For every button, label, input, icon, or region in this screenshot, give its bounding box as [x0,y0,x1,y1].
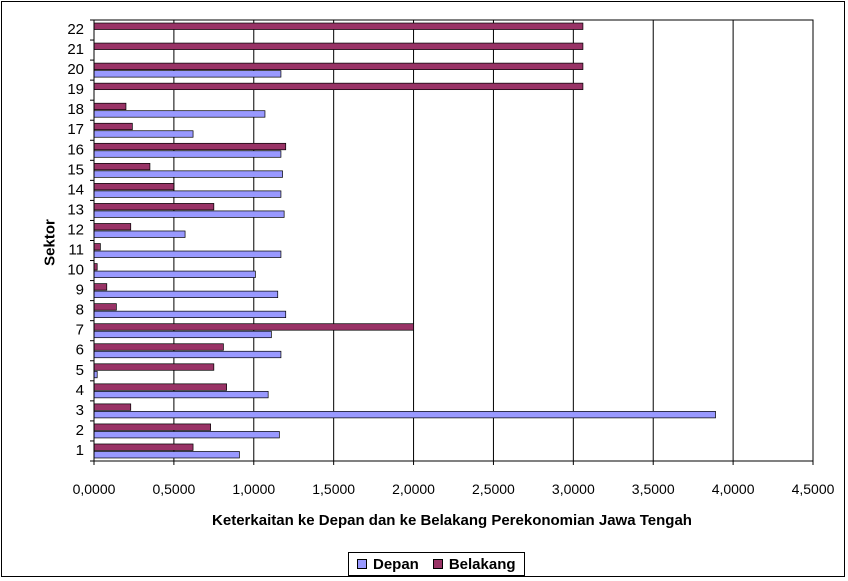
y-tick-label: 19 [67,81,84,98]
y-tick-label: 14 [67,181,84,198]
x-axis-title: Keterkaitan ke Depan dan ke Belakang Per… [212,512,692,529]
bar-depan [93,290,279,298]
legend-swatch-belakang [432,559,443,569]
bar-depan [93,270,256,278]
x-tick-label: 1,5000 [312,481,355,497]
bar-belakang [93,223,132,231]
bar-depan [93,310,287,319]
bar-belakang [93,183,175,191]
bar-depan [93,190,282,198]
y-tick-label: 9 [76,282,84,299]
x-tick-label: 3,5000 [632,481,675,497]
bar-belakang [93,162,151,171]
bar-belakang [93,22,584,30]
x-tick-label: 3,0000 [552,481,595,497]
bar-belakang [93,62,584,70]
bar-belakang [93,122,133,131]
bars [93,22,716,459]
legend-item-belakang: Belakang [432,555,516,573]
bar-belakang [93,203,215,211]
legend-item-depan: Depan [357,556,419,573]
y-tick-label: 13 [67,201,84,218]
bar-belakang [93,303,117,311]
bar-belakang [93,82,584,91]
bar-depan [93,431,280,439]
axes [90,19,814,465]
bar-depan [93,250,282,258]
bar-depan [93,130,194,138]
bar-belakang [93,243,101,251]
y-tick-label: 22 [67,21,84,38]
y-tick-label: 4 [76,382,84,399]
bar-depan [93,70,282,78]
bar-depan [93,451,240,459]
y-tick-label: 15 [67,161,84,178]
y-tick-label: 3 [76,402,84,419]
legend-label-depan: Depan [373,555,419,573]
y-tick-label: 16 [67,141,84,158]
x-tick-label: 0,0000 [73,481,116,497]
x-tick-label: 4,5000 [792,481,835,497]
bar-depan [93,350,282,359]
bar-depan [93,170,283,178]
bar-belakang [93,102,127,111]
bar-belakang [93,343,224,351]
bar-depan [93,390,269,399]
bar-belakang [93,443,194,451]
bar-depan [93,150,282,158]
legend-label-belakang: Belakang [448,555,516,573]
x-tick-labels: 0,0000 0,5000 1,0000 1,5000 2,0000 2,5000 3,00… [73,481,835,497]
y-tick-label: 5 [76,362,84,379]
x-tick-label: 4,0000 [712,481,755,497]
y-tick-label: 21 [67,41,84,58]
y-tick-label: 7 [76,322,84,339]
bar-belakang [93,142,287,151]
bar-belakang [93,42,584,50]
bar-depan [93,411,716,419]
bar-belakang [93,383,227,391]
legend: Depan Belakang [348,552,525,576]
bar-belakang [93,323,414,331]
y-tick-label: 10 [67,262,84,279]
x-tick-label: 2,5000 [472,481,515,497]
bar-belakang [93,423,211,431]
x-tick-label: 2,0000 [392,481,435,497]
y-tick-label: 11 [68,241,84,258]
y-tick-label: 8 [76,302,84,319]
y-tick-label: 20 [67,61,84,78]
y-tick-label: 2 [76,422,84,439]
legend-swatch-depan [357,559,367,569]
x-tick-label: 0,5000 [152,481,195,497]
x-tick-label: 1,0000 [232,481,275,497]
y-tick-label: 17 [67,121,84,138]
y-tick-label: 12 [67,221,84,238]
y-tick-label: 18 [67,101,84,118]
bar-belakang [93,283,108,291]
bar-depan [93,210,285,218]
y-tick-label: 6 [76,342,84,359]
y-axis-title: Sektor [41,219,59,266]
bar-belakang [93,363,215,371]
bar-depan [93,230,186,238]
bar-depan [93,110,266,118]
y-tick-label: 1 [76,442,84,459]
bar-depan [93,330,272,339]
bar-belakang [93,403,132,411]
